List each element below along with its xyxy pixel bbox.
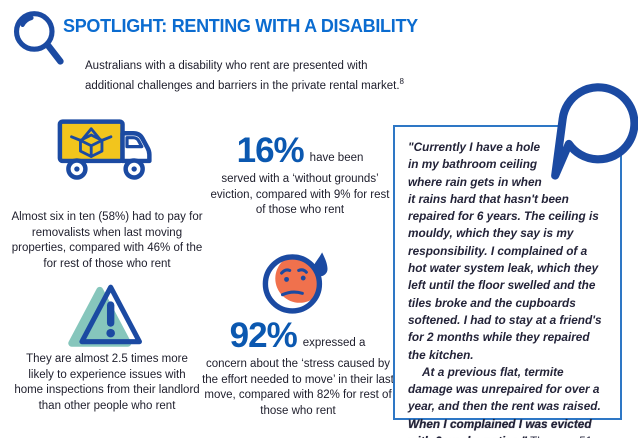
tenant-quote-box: "Currently I have a hole in my bathroom … (393, 125, 622, 438)
stat-stress-value: 92% (229, 316, 298, 355)
warning-triangle-icon (66, 281, 146, 351)
page-title: SPOTLIGHT: RENTING WITH A DISABILITY (63, 16, 418, 36)
speech-bubble-icon (548, 80, 638, 181)
stat-eviction-value: 16% (236, 131, 305, 170)
stat-eviction-headline: 16% have been (205, 133, 395, 168)
moving-truck-icon (56, 118, 164, 186)
stat-stress-lead: expressed a (302, 337, 366, 349)
tenant-quote: "Currently I have a hole in my bathroom … (408, 139, 608, 438)
stat-inspections-text: They are almost 2.5 times more likely to… (14, 353, 200, 412)
magnifier-icon (10, 7, 66, 69)
stat-eviction-lead: have been (309, 152, 364, 164)
stat-eviction-text: served with a ‘without grounds’ eviction… (210, 173, 390, 216)
quote-part1: "Currently I have a hole in my bathroom … (408, 140, 602, 362)
stat-stress-headline: 92% expressed a (200, 318, 395, 353)
footnote-marker: 8 (399, 77, 404, 86)
subtitle-text: Australians with a disability who rent a… (85, 60, 400, 92)
stat-removalists-text: Almost six in ten (58%) had to pay for r… (11, 211, 203, 270)
quote-emphasis: When I complained I was evicted with 6 w… (408, 416, 592, 438)
page-subtitle: Australians with a disability who rent a… (85, 59, 415, 94)
quote-attribution: Thomas, 51, NSW, on a disability support… (408, 434, 603, 438)
worried-face-icon (258, 247, 334, 319)
quote-part2-text: At a previous flat, termite damage was u… (408, 364, 601, 414)
stat-stress-text: concern about the ‘stress caused by the … (202, 358, 394, 417)
quote-part2: At a previous flat, termite damage was u… (408, 364, 608, 438)
